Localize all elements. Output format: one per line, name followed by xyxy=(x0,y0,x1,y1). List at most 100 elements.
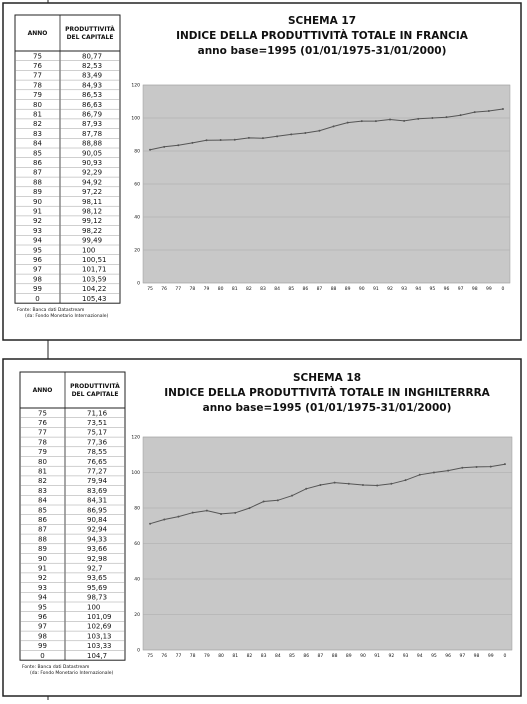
point xyxy=(191,511,194,514)
table-cell: 98,73 xyxy=(87,594,107,602)
table-cell: 90,05 xyxy=(82,149,102,157)
table-cell: 103,13 xyxy=(87,632,112,640)
table-cell: 98 xyxy=(38,632,47,640)
table-cell: 84 xyxy=(38,497,47,505)
table-cell: 88 xyxy=(33,178,42,186)
line xyxy=(149,463,505,525)
point xyxy=(332,125,335,128)
table-cell: 97,22 xyxy=(82,188,102,196)
table-cell: 92,94 xyxy=(87,526,108,534)
table-cell: 96 xyxy=(38,613,47,621)
x-tick-label: 78 xyxy=(190,286,196,292)
table-header: ANNO xyxy=(33,387,53,394)
x-tick-label: 86 xyxy=(302,286,308,292)
table-cell: 97 xyxy=(38,623,47,631)
y-tick-label: 120 xyxy=(131,83,140,89)
point xyxy=(261,137,264,140)
point xyxy=(234,511,237,514)
point xyxy=(432,471,435,474)
x-tick-label: 89 xyxy=(345,286,351,292)
table-cell: 86 xyxy=(33,159,42,167)
point xyxy=(149,522,152,525)
point xyxy=(487,110,490,113)
table-cell: 94,33 xyxy=(87,535,107,543)
table-cell: 77 xyxy=(38,429,47,437)
x-tick-label: 94 xyxy=(415,286,421,292)
table-cell: 103,59 xyxy=(82,275,107,283)
point xyxy=(163,518,166,521)
table-cell: 85 xyxy=(38,506,47,514)
table-cell: 104,22 xyxy=(82,285,107,293)
y-tick-label: 80 xyxy=(134,149,140,155)
y-tick-label: 0 xyxy=(137,648,140,654)
table-cell: 79 xyxy=(33,91,42,99)
table-cell: 92,29 xyxy=(82,169,102,177)
chart-title: SCHEMA 18 xyxy=(293,372,361,384)
point xyxy=(459,114,462,117)
x-tick-label: 97 xyxy=(458,286,464,292)
x-tick-label: 87 xyxy=(317,286,323,292)
x-tick-label: 75 xyxy=(147,286,153,292)
table-cell: 80 xyxy=(38,458,47,466)
table-cell: 93,65 xyxy=(87,574,107,582)
point xyxy=(205,509,208,512)
x-tick-label: 94 xyxy=(417,653,423,659)
x-tick-label: 80 xyxy=(218,653,224,659)
point xyxy=(360,120,363,123)
x-tick-label: 79 xyxy=(204,653,210,659)
table-cell: 90 xyxy=(38,555,47,563)
table-cell: 77,27 xyxy=(87,468,107,476)
point xyxy=(220,512,223,515)
table-header: PRODUTTIVITÀ xyxy=(65,26,115,33)
x-tick-label: 81 xyxy=(232,653,238,659)
x-tick-label: 84 xyxy=(274,286,280,292)
table-cell: 86,63 xyxy=(82,101,102,109)
table-cell: 83,49 xyxy=(82,72,102,80)
y-tick-label: 40 xyxy=(134,577,140,583)
table-cell: 81 xyxy=(38,468,47,476)
chart-title: SCHEMA 17 xyxy=(288,15,356,27)
table-cell: 83 xyxy=(38,487,47,495)
table-cell: 0 xyxy=(40,652,44,660)
table-cell: 93,66 xyxy=(87,545,108,553)
x-tick-label: 78 xyxy=(190,653,196,659)
x-tick-label: 88 xyxy=(331,286,337,292)
x-tick-label: 76 xyxy=(161,653,167,659)
x-tick-label: 82 xyxy=(247,653,253,659)
table-cell: 95 xyxy=(38,603,47,611)
point xyxy=(333,481,336,484)
table-cell: 82 xyxy=(38,477,47,485)
x-tick-label: 98 xyxy=(472,286,478,292)
table-cell: 100,51 xyxy=(82,256,107,264)
x-tick-label: 0 xyxy=(502,286,505,292)
x-tick-label: 93 xyxy=(403,653,409,659)
point xyxy=(304,131,307,134)
point xyxy=(389,118,392,121)
point xyxy=(347,482,350,485)
table-cell: 98,11 xyxy=(82,198,102,206)
table-cell: 85 xyxy=(33,149,42,157)
point xyxy=(305,487,308,490)
table-cell: 99 xyxy=(33,285,42,293)
x-tick-label: 77 xyxy=(175,286,181,292)
x-tick-label: 83 xyxy=(260,286,266,292)
table-cell: 84 xyxy=(33,140,42,148)
table-cell: 96 xyxy=(33,256,42,264)
table-cell: 92 xyxy=(38,574,47,582)
table-cell: 86,95 xyxy=(87,506,107,514)
chart-subtitle: INDICE DELLA PRODUTTIVITÀ TOTALE IN INGH… xyxy=(164,386,490,399)
table-cell: 79 xyxy=(38,448,47,456)
x-tick-label: 79 xyxy=(204,286,210,292)
point xyxy=(233,138,236,141)
table-header: ANNO xyxy=(28,30,48,37)
x-tick-label: 0 xyxy=(503,653,506,659)
table-cell: 78 xyxy=(38,438,47,446)
table-cell: 93 xyxy=(38,584,47,592)
table-source: (da: Fondo Monetario Internazionale) xyxy=(25,313,109,319)
x-tick-label: 81 xyxy=(232,286,238,292)
x-tick-label: 85 xyxy=(289,653,295,659)
table-cell: 87 xyxy=(33,169,42,177)
table-cell: 92,98 xyxy=(87,555,107,563)
point xyxy=(461,466,464,469)
